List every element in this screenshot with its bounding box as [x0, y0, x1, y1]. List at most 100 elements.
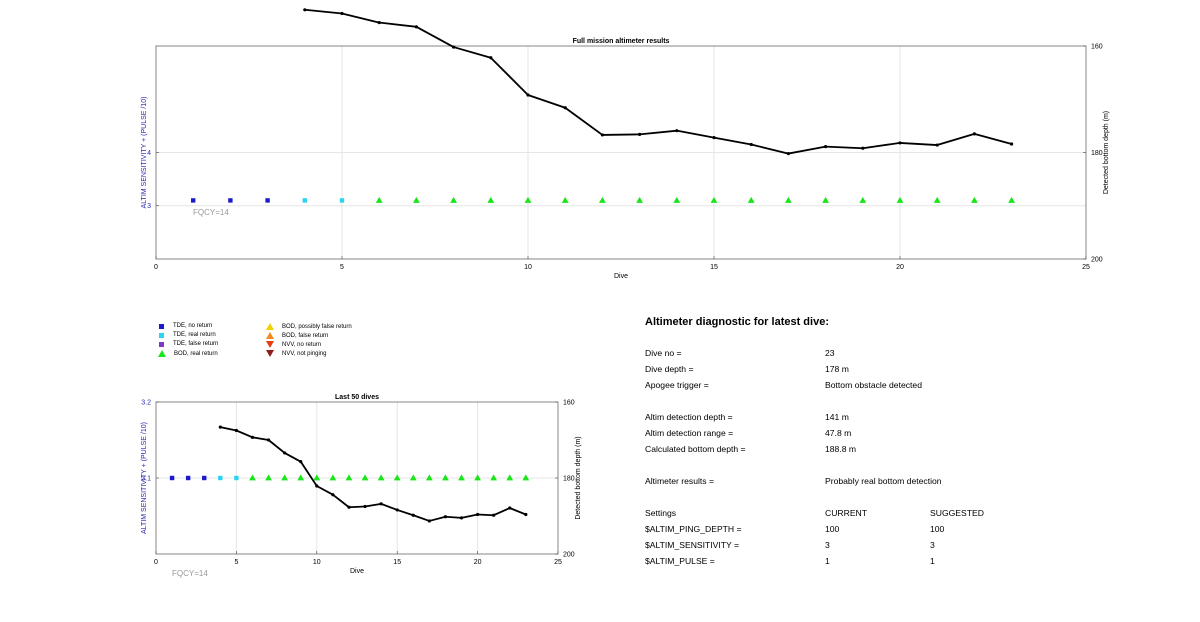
depth-point [824, 145, 828, 149]
depth-point [331, 493, 335, 497]
marker-point [191, 198, 196, 203]
settings-header-current: CURRENT [825, 508, 868, 518]
depth-point [218, 425, 222, 429]
y-axis-label-right: Detected bottom depth (m) [1103, 111, 1110, 194]
setting-current: 3 [825, 540, 830, 550]
marker-point [281, 474, 289, 481]
legend-label: TDE, no return [173, 323, 213, 329]
x-tick-label: 10 [313, 559, 321, 566]
settings-row: $ALTIM_SENSITIVITY = 3 3 [645, 540, 1085, 552]
marker-point [822, 196, 829, 203]
diagnostic-row: Altimeter results = Probably real bottom… [645, 476, 1085, 488]
marker-point [599, 196, 606, 203]
marker-point [425, 474, 433, 481]
marker-point [249, 474, 256, 481]
y-tick-label-right: 180 [563, 475, 575, 482]
marker-point [228, 198, 233, 203]
depth-point [489, 56, 493, 60]
legend-label: BOD, possibly false return [282, 323, 352, 330]
marker-point [265, 198, 270, 203]
diagnostic-value: 178 m [825, 364, 849, 374]
marker-point [413, 196, 420, 203]
x-tick-label: 20 [896, 264, 904, 271]
marker-point [345, 474, 353, 481]
marker-point [377, 474, 385, 481]
depth-point [563, 106, 567, 110]
marker-point [636, 196, 643, 203]
diagnostic-label: Altim detection range = [645, 428, 734, 438]
depth-point [712, 135, 716, 140]
marker-point [339, 198, 345, 203]
settings-header-suggested: SUGGESTED [930, 508, 984, 518]
depth-point [749, 142, 753, 147]
marker-point [673, 196, 681, 203]
setting-label: $ALTIM_SENSITIVITY = [645, 540, 740, 550]
x-tick-label: 0 [154, 559, 158, 566]
depth-point [452, 45, 456, 49]
marker-point [265, 474, 272, 481]
legend-item: TDE, false return [158, 341, 218, 347]
depth-point [414, 25, 418, 29]
marker-point [393, 474, 401, 481]
diagnostic-label: Dive no = [645, 348, 682, 358]
marker-point [487, 196, 495, 203]
legend-bod-false-return-marker [266, 332, 274, 339]
x-tick-label: 15 [393, 559, 401, 566]
diagnostic-row: Altim detection range = 47.8 m [645, 428, 1085, 440]
settings-header-label: Settings [645, 508, 677, 518]
depth-point [600, 133, 605, 137]
last-50-dives-chart: Last 50 dives 0 5 10 15 20 25 3.1 3.2 160 180 200 Di… [141, 394, 582, 578]
marker-point [234, 475, 239, 481]
y-tick-label-right: 200 [563, 551, 575, 558]
legend-bod-real-return-marker [158, 350, 166, 357]
marker-point [169, 475, 175, 481]
legend-nvv-not-pinging-marker [266, 350, 274, 357]
chart-title: Last 50 dives [335, 394, 379, 401]
x-tick-label: 0 [154, 264, 158, 271]
diagnostic-row: Altim detection depth = 141 m [645, 412, 1085, 424]
depth-point [443, 515, 448, 519]
diagnostic-label: Apogee trigger = [645, 380, 709, 390]
legend-label: TDE, real return [173, 332, 216, 338]
depth-point [283, 451, 287, 455]
depth-point [427, 519, 431, 523]
y-tick-label-left: 3 [147, 203, 151, 210]
setting-label: $ALTIM_PING_DEPTH = [645, 524, 742, 534]
legend-label: NVV, not pinging [282, 350, 327, 357]
setting-suggested: 3 [930, 540, 935, 550]
x-axis-label: Dive [350, 568, 364, 575]
settings-header: Settings CURRENT SUGGESTED [645, 508, 1085, 520]
legend-label: TDE, false return [173, 341, 219, 347]
settings-row: $ALTIM_PULSE = 1 1 [645, 556, 1085, 568]
frequency-annotation: FQCY=14 [193, 208, 229, 217]
legend-item: BOD, false return [266, 332, 328, 339]
setting-current: 1 [825, 556, 830, 566]
y-axis-label-left: ALTIM SENSITIVITY + (PULSE /10) [141, 97, 148, 209]
diagnostic-row: Dive depth = 178 m [645, 364, 1085, 376]
depth-point [363, 504, 367, 509]
depth-point [526, 93, 530, 97]
setting-suggested: 1 [930, 556, 935, 566]
depth-point [395, 508, 399, 512]
legend-item: TDE, no return [158, 323, 212, 329]
legend-bod-possibly-false-marker [266, 323, 274, 330]
depth-point [476, 512, 480, 517]
marker-point [490, 474, 498, 481]
depth-point [411, 513, 415, 517]
marker-point [361, 474, 369, 481]
y-tick-label-left: 4 [147, 150, 151, 157]
x-tick-label: 15 [710, 264, 718, 271]
depth-point [786, 151, 791, 156]
settings-row: $ALTIM_PING_DEPTH = 100 100 [645, 524, 1085, 536]
depth-point [638, 132, 642, 136]
depth-point [972, 132, 977, 136]
x-tick-label: 10 [524, 264, 532, 271]
marker-point [442, 474, 449, 481]
x-tick-label: 25 [1082, 264, 1090, 271]
setting-current: 100 [825, 524, 840, 534]
depth-point [250, 435, 255, 439]
diagnostic-label: Altimeter results = [645, 476, 715, 486]
setting-label: $ALTIM_PULSE = [645, 556, 715, 566]
marker-point [747, 196, 755, 203]
x-tick-label: 5 [340, 264, 344, 271]
